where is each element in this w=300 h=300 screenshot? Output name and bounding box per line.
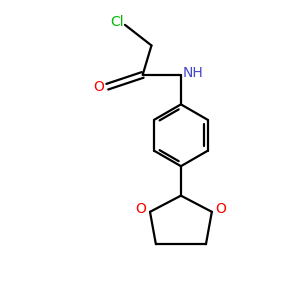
Text: O: O xyxy=(94,80,104,94)
Text: NH: NH xyxy=(183,66,204,80)
Text: O: O xyxy=(215,202,226,217)
Text: O: O xyxy=(136,202,147,217)
Text: Cl: Cl xyxy=(110,15,124,29)
